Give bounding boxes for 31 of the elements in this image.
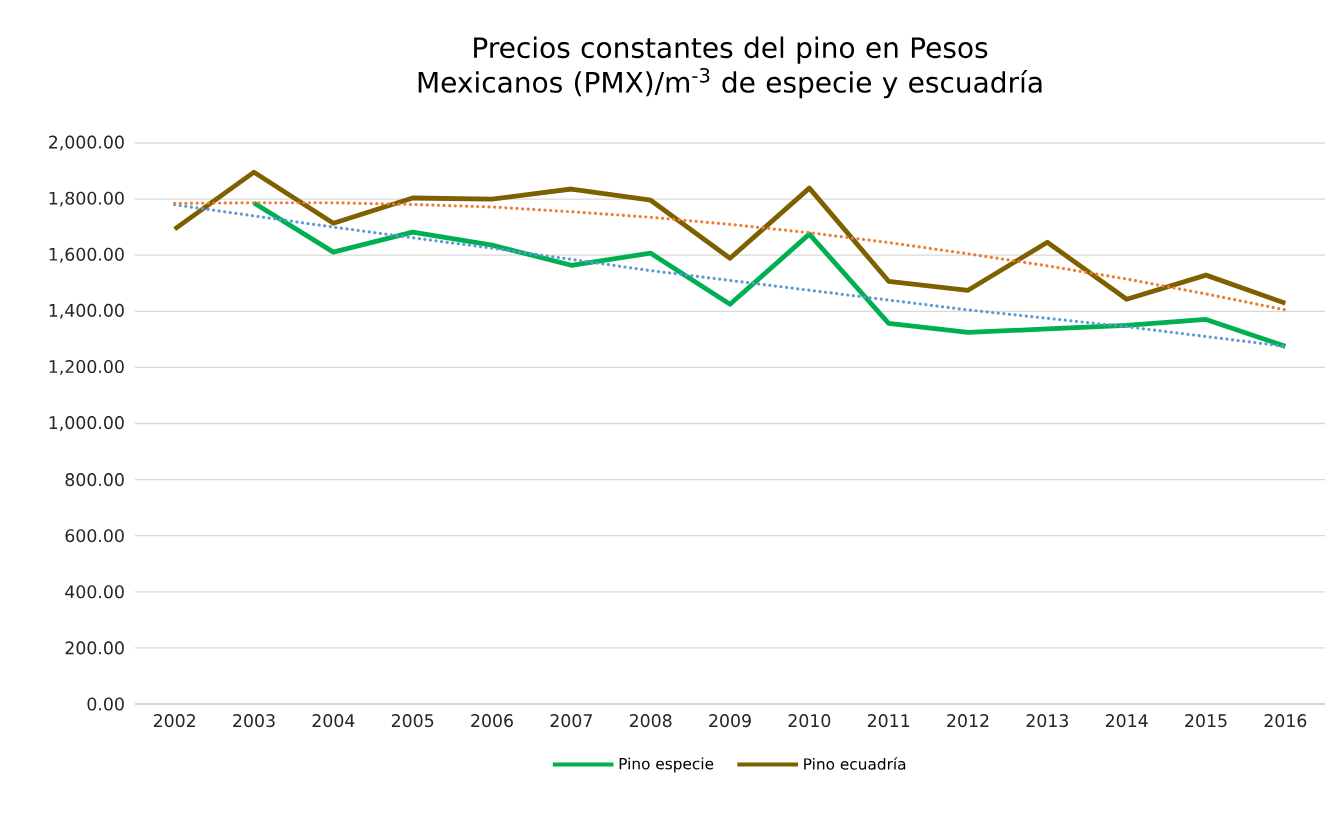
y-tick-label: 1,400.00 (49, 303, 124, 319)
x-tick-label: 2005 (391, 714, 434, 728)
x-tick-label: 2015 (1185, 714, 1227, 728)
x-tick-label: 2012 (947, 714, 989, 728)
x-tick-label: 2004 (312, 714, 355, 728)
x-tick-label: 2009 (709, 714, 751, 728)
chart-title: Precios constantes del pino en Pesos Mexicanos (PMX)/m$^{-3}$ de especie y escuadría (418, 36, 1042, 99)
y-tick-label: 1,000.00 (49, 416, 124, 431)
x-tick-label: 2011 (867, 714, 910, 728)
x-tick-label: 2002 (153, 714, 195, 728)
line-series (173, 201, 1287, 312)
x-tick-label: 2013 (1026, 714, 1068, 728)
x-tick-label: 2006 (471, 714, 513, 728)
y-tick-label: 1,800.00 (49, 191, 124, 207)
y-tick-label: 2,000.00 (49, 135, 124, 151)
y-tick-label: 200.00 (65, 641, 124, 655)
x-tick-label: 2014 (1105, 714, 1148, 728)
x-tick-label: 2003 (233, 714, 275, 728)
y-tick-label: 1,200.00 (49, 359, 124, 375)
y-tick-label: 400.00 (65, 585, 124, 599)
line-series (172, 169, 1288, 306)
legend-label: Pino ecuadría (804, 757, 906, 770)
x-tick-label: 2007 (550, 714, 592, 728)
y-tick-label: 800.00 (65, 473, 124, 487)
x-tick-label: 2008 (629, 714, 672, 728)
x-tick-label: 2010 (788, 714, 831, 728)
x-tick-label: 2016 (1264, 714, 1307, 728)
y-tick-label: 0.00 (87, 697, 124, 711)
y-tick-label: 1,600.00 (49, 247, 124, 263)
legend-label: Pino especie (619, 757, 714, 773)
y-tick-label: 600.00 (65, 529, 124, 543)
